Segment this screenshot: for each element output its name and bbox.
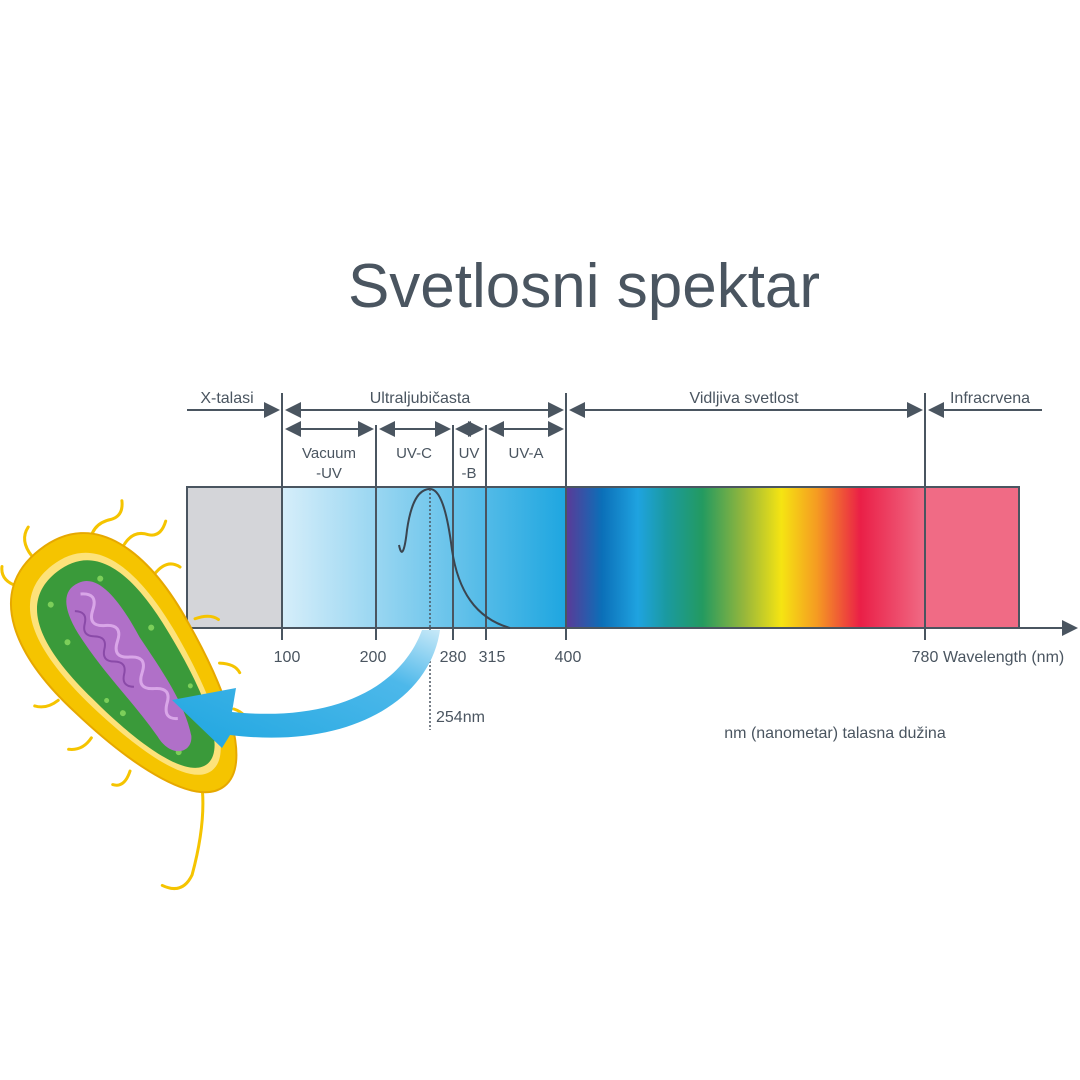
uv-band: [282, 487, 566, 628]
region-label-visible: Vidljiva svetlost: [689, 390, 799, 407]
tick-315: 315: [479, 649, 506, 666]
uv-sub-b: UV: [459, 445, 480, 462]
region-label-xray: X-talasi: [200, 390, 253, 407]
region-arrows: [187, 402, 1042, 437]
spectrum-bar: [186, 486, 1020, 629]
footnote: nm (nanometar) talasna dužina: [724, 725, 946, 742]
tick-200: 200: [360, 649, 387, 666]
region-label-infrared: Infracrvena: [950, 390, 1030, 407]
uv-sub-vacuum: Vacuum: [302, 445, 356, 462]
visible-band: [566, 487, 925, 628]
page-title: Svetlosni spektar: [348, 252, 820, 321]
uv-arrow-icon: [172, 630, 440, 748]
tick-780: 780: [912, 649, 939, 666]
infrared-band: [925, 487, 1019, 628]
region-label-uv: Ultraljubičasta: [370, 390, 471, 407]
uv-sub-c: UV-C: [396, 445, 432, 462]
absorption-curve: [398, 487, 511, 629]
xray-band: [187, 487, 282, 628]
uv-sub-vacuum-2: -UV: [316, 465, 342, 482]
bacterium-illustration: [0, 499, 248, 890]
uv-sub-b-2: -B: [462, 465, 477, 482]
peak-label: 254nm: [436, 709, 485, 726]
axis-label: Wavelength (nm): [943, 649, 1064, 666]
tick-280: 280: [440, 649, 467, 666]
tick-100: 100: [274, 649, 301, 666]
band-dividers: [281, 393, 926, 640]
tick-400: 400: [555, 649, 582, 666]
uv-sub-a: UV-A: [508, 445, 543, 462]
